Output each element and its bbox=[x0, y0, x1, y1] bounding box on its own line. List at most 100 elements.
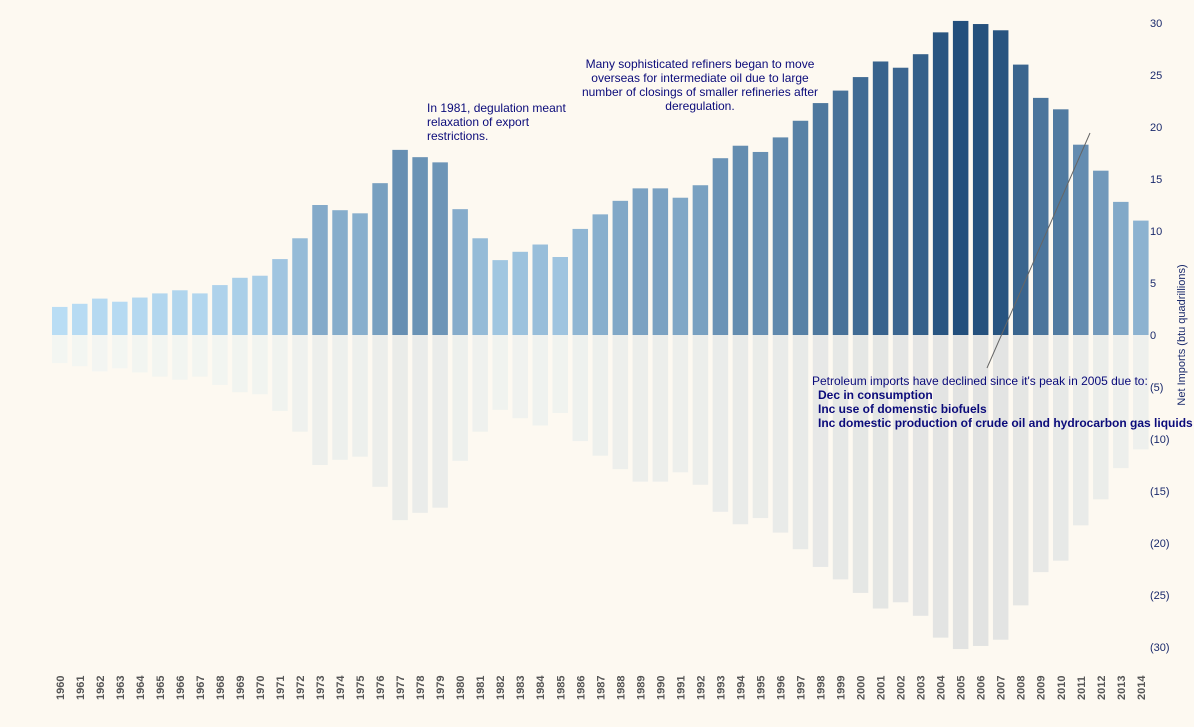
x-tick-label: 1995 bbox=[755, 676, 767, 700]
bar-1991 bbox=[672, 197, 689, 335]
bar-reflection-2004 bbox=[932, 335, 949, 638]
bar-1978 bbox=[412, 157, 428, 335]
bar-1980 bbox=[452, 209, 468, 335]
bar-reflection-1963 bbox=[112, 335, 128, 369]
y-tick-label: (10) bbox=[1150, 434, 1170, 446]
bar-1981 bbox=[472, 238, 488, 335]
x-tick-label: 2008 bbox=[1016, 676, 1028, 700]
x-tick-label: 1993 bbox=[715, 676, 727, 700]
x-tick-label: 1984 bbox=[535, 675, 547, 700]
bar-2010 bbox=[1053, 109, 1069, 335]
bar-1965 bbox=[152, 293, 168, 335]
y-tick-label: 15 bbox=[1150, 174, 1162, 186]
bar-1968 bbox=[212, 285, 228, 335]
x-tick-label: 1983 bbox=[515, 676, 527, 700]
x-tick-label: 2012 bbox=[1096, 676, 1108, 700]
bar-1973 bbox=[312, 205, 328, 335]
bar-1963 bbox=[112, 301, 128, 335]
bar-2008 bbox=[1012, 64, 1029, 335]
bar-2000 bbox=[852, 77, 869, 335]
bar-reflection-1968 bbox=[212, 335, 228, 385]
bar-reflection-1988 bbox=[612, 335, 629, 470]
bar-2013 bbox=[1113, 201, 1129, 335]
bar-reflection-1999 bbox=[832, 335, 849, 580]
bar-reflection-1961 bbox=[72, 335, 88, 367]
bar-1987 bbox=[592, 214, 609, 335]
bar-reflection-1996 bbox=[772, 335, 789, 533]
x-tick-label: 1962 bbox=[95, 676, 107, 700]
bar-1966 bbox=[172, 290, 188, 335]
bar-2014 bbox=[1133, 220, 1149, 335]
bar-reflection-1973 bbox=[312, 335, 328, 465]
bar-1993 bbox=[712, 158, 729, 335]
bar-group bbox=[52, 20, 1149, 336]
x-tick-label: 1987 bbox=[595, 676, 607, 700]
bar-1985 bbox=[552, 257, 568, 335]
bar-1994 bbox=[732, 145, 749, 335]
bar-reflection-1995 bbox=[752, 335, 769, 519]
bar-2007 bbox=[992, 30, 1009, 336]
bar-reflection-1982 bbox=[492, 335, 508, 410]
bar-1989 bbox=[632, 188, 649, 335]
bar-reflection-1993 bbox=[712, 335, 729, 512]
x-tick-label: 1971 bbox=[275, 676, 287, 700]
bar-reflection-2009 bbox=[1032, 335, 1049, 573]
bar-1983 bbox=[512, 251, 528, 335]
x-tick-label: 2000 bbox=[856, 676, 868, 700]
x-tick-label: 2010 bbox=[1056, 676, 1068, 700]
x-tick-label: 1980 bbox=[455, 676, 467, 700]
bar-2004 bbox=[932, 32, 949, 336]
bar-1995 bbox=[752, 151, 769, 335]
x-tick-label: 2006 bbox=[976, 676, 988, 700]
bar-reflection-1972 bbox=[292, 335, 308, 432]
x-tick-label: 1961 bbox=[75, 676, 87, 700]
x-tick-label: 2009 bbox=[1036, 676, 1048, 700]
x-tick-label: 2001 bbox=[876, 676, 888, 700]
annotation-decline-reason: Dec in consumption bbox=[818, 388, 933, 402]
y-axis-label: Net Imports (btu quadrillions) bbox=[1176, 264, 1188, 405]
annotation-decline-reason: Inc use of domenstic biofuels bbox=[818, 402, 987, 416]
annotation-decline-intro: Petroleum imports have declined since it… bbox=[812, 374, 1148, 388]
x-tick-label: 1989 bbox=[635, 676, 647, 700]
bar-1970 bbox=[252, 275, 268, 335]
bar-reflection-1964 bbox=[132, 335, 148, 373]
bar-reflection-1978 bbox=[412, 335, 428, 513]
y-tick-label: 30 bbox=[1150, 18, 1162, 30]
bar-1990 bbox=[652, 188, 669, 335]
y-tick-label: 5 bbox=[1150, 278, 1156, 290]
bar-1974 bbox=[332, 210, 348, 335]
x-axis: 1960 1961 1962 1963 1964 1965 1966 1967 1968 1969… bbox=[55, 675, 1148, 700]
bar-1988 bbox=[612, 200, 629, 335]
bar-reflection-1979 bbox=[432, 335, 448, 508]
bar-reflection-1966 bbox=[172, 335, 188, 380]
bar-reflection-1970 bbox=[252, 335, 268, 395]
bar-reflection-1989 bbox=[632, 335, 649, 482]
y-tick-label: (15) bbox=[1150, 486, 1170, 498]
x-tick-label: 2014 bbox=[1136, 675, 1148, 700]
bar-reflection-2000 bbox=[852, 335, 869, 593]
bar-reflection-1974 bbox=[332, 335, 348, 460]
x-tick-label: 2013 bbox=[1116, 676, 1128, 700]
x-tick-label: 2002 bbox=[896, 676, 908, 700]
bar-1961 bbox=[72, 303, 88, 335]
bar-1972 bbox=[292, 238, 308, 335]
bar-reflection-1965 bbox=[152, 335, 168, 377]
x-tick-label: 1969 bbox=[235, 676, 247, 700]
bar-reflection-1962 bbox=[92, 335, 108, 372]
x-tick-label: 1966 bbox=[175, 676, 187, 700]
bar-reflection-2007 bbox=[992, 335, 1009, 640]
x-tick-label: 1982 bbox=[495, 676, 507, 700]
x-tick-label: 1978 bbox=[415, 676, 427, 700]
bar-1979 bbox=[432, 162, 448, 335]
bar-reflection-1990 bbox=[652, 335, 669, 482]
bar-1984 bbox=[532, 244, 548, 335]
bar-1999 bbox=[832, 90, 849, 335]
bar-2011 bbox=[1073, 144, 1089, 335]
bar-reflection-1985 bbox=[552, 335, 568, 413]
y-tick-label: 0 bbox=[1150, 330, 1156, 342]
x-tick-label: 1991 bbox=[675, 676, 687, 700]
bar-reflection-1976 bbox=[372, 335, 388, 487]
bar-1967 bbox=[192, 293, 208, 335]
bar-reflection-2003 bbox=[912, 335, 929, 616]
bar-reflection-1987 bbox=[592, 335, 609, 456]
